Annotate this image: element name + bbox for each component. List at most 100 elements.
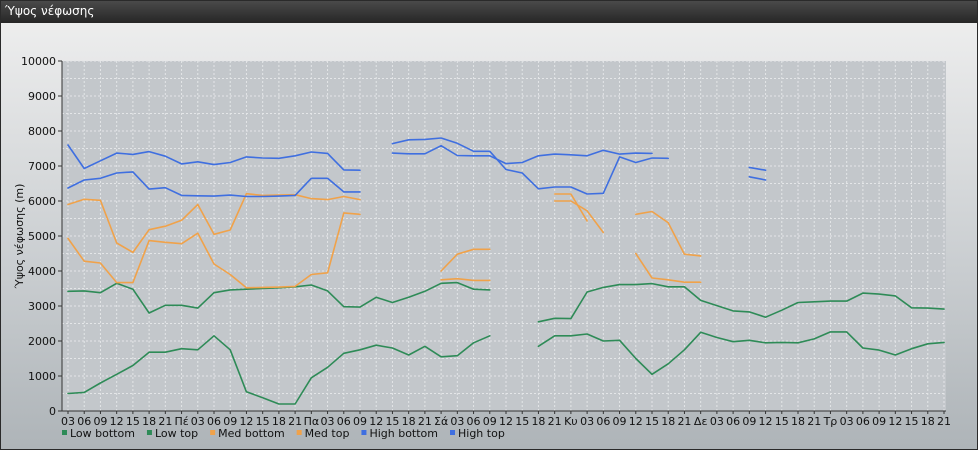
legend-swatch (450, 430, 455, 435)
x-tick-label: 15 (905, 415, 919, 428)
x-tick-label: 06 (856, 415, 870, 428)
legend-swatch (210, 430, 216, 435)
y-tick-label: 4000 (28, 265, 56, 278)
x-tick-label: 15 (775, 415, 789, 428)
x-tick-label: 18 (791, 415, 805, 428)
y-tick-label: 6000 (28, 195, 56, 208)
x-tick-label: 18 (142, 415, 156, 428)
x-tick-label: 09 (483, 415, 497, 428)
x-tick-label: 03 (61, 415, 75, 428)
x-tick-label: 15 (515, 415, 529, 428)
series-line-med-top (553, 200, 605, 234)
series-line-low-bottom (67, 334, 491, 405)
series-line-high-top (391, 137, 670, 195)
x-tick-label: Δε (694, 415, 708, 428)
legend-swatch (62, 430, 67, 435)
x-tick-label: 03 (321, 415, 335, 428)
series-line-high-top (748, 176, 767, 181)
x-tick-label: 18 (402, 415, 416, 428)
x-tick-label: 21 (418, 415, 432, 428)
x-tick-label: 12 (629, 415, 643, 428)
legend-label: Med top (305, 427, 350, 440)
x-tick-label: Πα (304, 415, 320, 428)
x-tick-label: 12 (369, 415, 383, 428)
y-tick-label: 0 (49, 405, 56, 418)
x-tick-label: 12 (759, 415, 773, 428)
legend-swatch (361, 430, 367, 435)
series-line-med-bottom (440, 248, 491, 272)
x-tick-label: 09 (223, 415, 237, 428)
legend-label: Low top (155, 427, 198, 440)
x-tick-label: 06 (596, 415, 610, 428)
x-tick-label: 06 (726, 415, 740, 428)
x-tick-label: 09 (742, 415, 756, 428)
x-tick-label: Πέ (174, 415, 188, 428)
x-tick-label: 18 (661, 415, 675, 428)
series-line-high-bottom (748, 166, 767, 171)
x-tick-label: 21 (548, 415, 562, 428)
x-tick-label: 09 (872, 415, 886, 428)
x-tick-label: Τρ (823, 415, 838, 428)
series-line-med-top (440, 277, 491, 282)
x-tick-label: 12 (499, 415, 513, 428)
y-axis-label: Ύψος νέφωσης (m) (13, 184, 26, 290)
x-tick-label: 06 (467, 415, 481, 428)
x-tick-label: 06 (207, 415, 221, 428)
x-tick-label: 15 (256, 415, 270, 428)
x-tick-label: 09 (93, 415, 107, 428)
x-tick-label: 21 (677, 415, 691, 428)
x-tick-label: 18 (921, 415, 935, 428)
series-line-high-bottom (391, 144, 653, 165)
x-tick-label: 12 (239, 415, 253, 428)
legend-label: High bottom (369, 427, 438, 440)
x-tick-label: 15 (385, 415, 399, 428)
y-tick-label: 10000 (21, 55, 56, 68)
x-tick-label: 03 (710, 415, 724, 428)
x-tick-label: 06 (337, 415, 351, 428)
x-tick-label: 09 (353, 415, 367, 428)
legend-label: Low bottom (70, 427, 135, 440)
x-tick-label: 21 (807, 415, 821, 428)
legend-label: Med bottom (218, 427, 285, 440)
y-tick-label: 8000 (28, 125, 56, 138)
y-tick-label: 1000 (28, 370, 56, 383)
x-tick-label: 06 (77, 415, 91, 428)
series-line-high-top (67, 144, 361, 171)
legend-swatch (146, 430, 152, 435)
legend-label: High top (458, 427, 505, 440)
series-line-med-top (634, 210, 702, 257)
y-tick-label: 2000 (28, 335, 56, 348)
x-tick-label: 12 (110, 415, 124, 428)
series-line-low-bottom (537, 331, 945, 376)
x-tick-label: 21 (937, 415, 951, 428)
y-tick-label: 9000 (28, 90, 56, 103)
x-tick-label: 03 (450, 415, 464, 428)
series-line-med-bottom (67, 212, 361, 289)
x-tick-label: 18 (531, 415, 545, 428)
title-bar: Ύψος νέφωσης (1, 1, 977, 23)
x-tick-label: Σά (434, 415, 448, 428)
y-tick-label: 5000 (28, 230, 56, 243)
series-line-med-bottom (553, 193, 588, 222)
x-tick-label: 09 (613, 415, 627, 428)
x-tick-label: 15 (645, 415, 659, 428)
series-line-high-bottom (67, 171, 361, 198)
x-tick-label: Κυ (564, 415, 578, 428)
series-line-low-top (537, 282, 945, 323)
x-tick-label: 03 (840, 415, 854, 428)
x-tick-label: 03 (580, 415, 594, 428)
x-tick-label: 12 (888, 415, 902, 428)
x-tick-label: 18 (272, 415, 286, 428)
y-tick-label: 7000 (28, 160, 56, 173)
legend-swatch (296, 430, 302, 435)
y-tick-label: 3000 (28, 300, 56, 313)
series-line-med-top (67, 192, 361, 254)
x-tick-label: 21 (288, 415, 302, 428)
series-line-med-bottom (634, 252, 702, 284)
x-tick-label: 21 (158, 415, 172, 428)
x-tick-label: 03 (191, 415, 205, 428)
x-tick-label: 15 (126, 415, 140, 428)
window-title: Ύψος νέφωσης (5, 4, 95, 18)
